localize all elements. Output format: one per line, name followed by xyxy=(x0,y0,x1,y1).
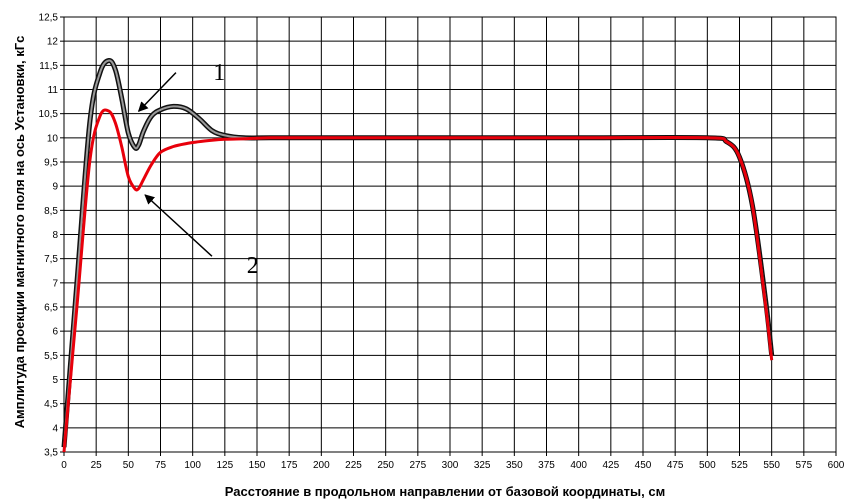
x-tick-label: 375 xyxy=(538,460,555,471)
y-tick-label: 10 xyxy=(47,133,59,144)
x-tick-label: 225 xyxy=(345,460,362,471)
y-tick-labels: 3,5 4 4,5 5 5,5 6 6,5 7 7,5 8 8,5 9 9,5 10 10,5 11 11,5 1… xyxy=(39,13,64,459)
annotation-label-2: 2 xyxy=(247,253,259,279)
y-tick-label: 8,5 xyxy=(44,206,58,217)
x-tick-label: 100 xyxy=(184,460,201,471)
y-tick-label: 3,5 xyxy=(44,448,58,459)
x-tick-label: 175 xyxy=(281,460,298,471)
y-tick-label: 11,5 xyxy=(39,61,58,72)
x-tick-label: 600 xyxy=(828,460,845,471)
x-tick-label: 475 xyxy=(667,460,684,471)
grid-layer xyxy=(63,16,837,453)
x-tick-label: 200 xyxy=(313,460,330,471)
annotation-arrow-1 xyxy=(137,72,177,112)
y-tick-label: 12,5 xyxy=(39,13,59,24)
x-tick-label: 550 xyxy=(763,460,780,471)
x-tick-label: 50 xyxy=(123,460,135,471)
y-axis-title: Амплитуда проекции магнитного поля на ос… xyxy=(12,36,27,429)
y-tick-label: 8 xyxy=(52,230,58,241)
y-tick-label: 6 xyxy=(52,327,58,338)
y-tick-label: 4,5 xyxy=(44,399,58,410)
x-tick-label: 325 xyxy=(474,460,491,471)
x-tick-label: 250 xyxy=(377,460,394,471)
x-tick-label: 75 xyxy=(155,460,167,471)
y-tick-label: 11 xyxy=(48,85,59,96)
y-tick-label: 5 xyxy=(52,375,58,386)
x-tick-label: 150 xyxy=(249,460,266,471)
series-layer xyxy=(61,58,775,453)
x-tick-label: 125 xyxy=(216,460,233,471)
y-tick-label: 10,5 xyxy=(39,109,59,120)
x-tick-label: 525 xyxy=(731,460,748,471)
x-tick-label: 275 xyxy=(409,460,426,471)
x-tick-label: 300 xyxy=(442,460,459,471)
y-tick-label: 12 xyxy=(47,37,59,48)
x-tick-label: 350 xyxy=(506,460,523,471)
x-tick-label: 500 xyxy=(699,460,716,471)
series-2-line xyxy=(62,108,774,453)
y-tick-label: 7 xyxy=(52,278,58,289)
y-tick-label: 4 xyxy=(52,423,58,434)
annotation-arrow-2 xyxy=(144,194,213,257)
x-tick-label: 25 xyxy=(91,460,103,471)
annotation-label-1: 1 xyxy=(213,60,225,86)
x-tick-label: 575 xyxy=(795,460,812,471)
x-tick-label: 0 xyxy=(61,460,67,471)
x-tick-label: 425 xyxy=(602,460,619,471)
y-tick-label: 9 xyxy=(52,182,58,193)
x-tick-label: 400 xyxy=(570,460,587,471)
y-tick-label: 5,5 xyxy=(44,351,58,362)
y-tick-label: 9,5 xyxy=(44,158,58,169)
x-tick-labels: 0 25 50 75 100 125 150 175 200 225 250 275 300 325 350… xyxy=(61,452,845,471)
x-axis-title: Расстояние в продольном направлении от б… xyxy=(225,484,665,499)
x-tick-label: 450 xyxy=(635,460,652,471)
annotations-layer: 12 xyxy=(137,60,259,279)
y-tick-label: 7,5 xyxy=(44,254,58,265)
y-tick-label: 6,5 xyxy=(44,303,58,314)
